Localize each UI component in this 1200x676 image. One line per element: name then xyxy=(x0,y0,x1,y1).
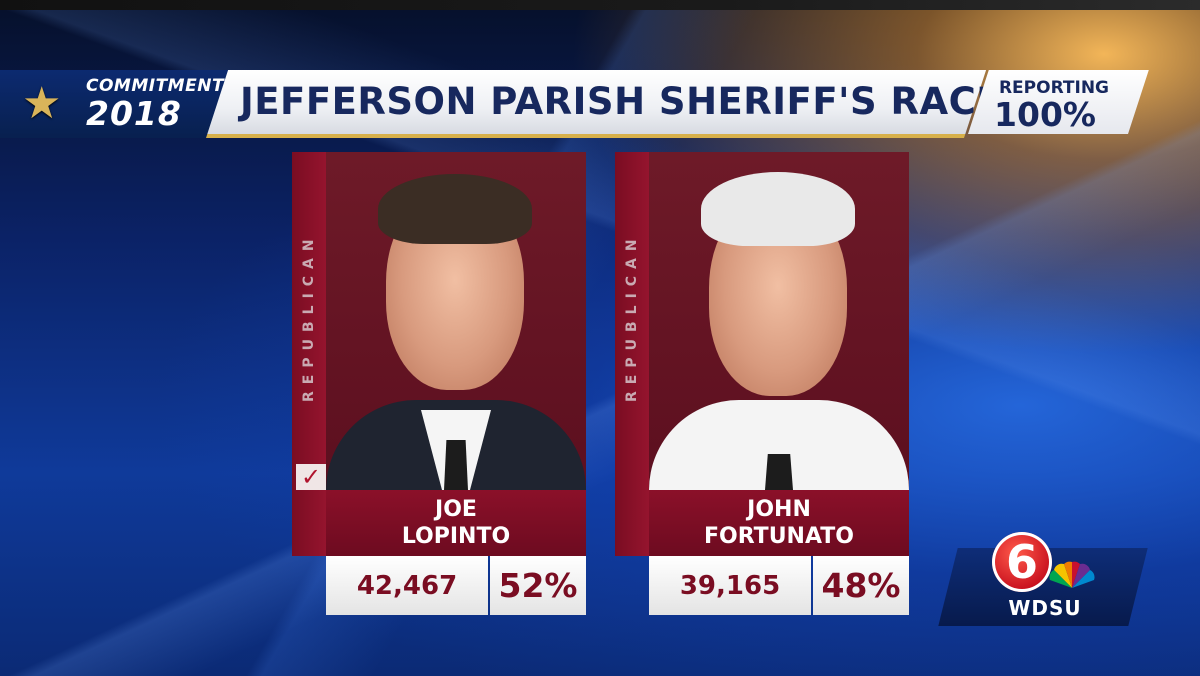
last-name: FORTUNATO xyxy=(704,524,854,549)
brand-line1: COMMITMENT xyxy=(86,76,225,96)
party-bar: REPUBLICAN xyxy=(615,152,649,556)
star-icon: ★ xyxy=(22,78,62,129)
candidate-name: JOE LOPINTO xyxy=(326,490,586,556)
winner-check-icon: ✓ xyxy=(296,464,326,490)
vote-count: 42,467 xyxy=(326,556,488,615)
party-bar: REPUBLICAN xyxy=(292,152,326,556)
candidate-name: JOHN FORTUNATO xyxy=(649,490,909,556)
party-label: REPUBLICAN xyxy=(624,232,640,402)
hair xyxy=(701,172,855,246)
station-call-sign: WDSU xyxy=(1008,596,1082,620)
candidate-photo xyxy=(649,152,909,490)
vote-percent: 52% xyxy=(490,556,586,615)
nbc-peacock-icon xyxy=(1049,561,1095,588)
hair xyxy=(378,174,532,244)
party-label: REPUBLICAN xyxy=(301,232,317,402)
reporting-value: 100% xyxy=(994,95,1096,134)
necktie xyxy=(444,440,468,490)
channel-number: 6 xyxy=(992,532,1052,592)
vote-count: 39,165 xyxy=(649,556,811,615)
first-name: JOE xyxy=(435,497,477,522)
candidate-card-fortunato: REPUBLICAN JOHN FORTUNATO 39,165 48% xyxy=(615,152,909,615)
first-name: JOHN xyxy=(747,497,811,522)
top-strip xyxy=(0,0,1200,10)
reporting-label: REPORTING xyxy=(998,78,1110,98)
last-name: LOPINTO xyxy=(401,524,511,549)
header-bar: ★ COMMITMENT 2018 JEFFERSON PARISH SHERI… xyxy=(0,70,1200,138)
candidate-photo xyxy=(326,152,586,490)
brand-line2: 2018 xyxy=(86,94,182,133)
race-title: JEFFERSON PARISH SHERIFF'S RACE xyxy=(240,80,1003,123)
vote-percent: 48% xyxy=(813,556,909,615)
commitment-logo: ★ COMMITMENT 2018 xyxy=(0,70,230,138)
bow-tie xyxy=(765,454,793,490)
candidate-card-lopinto: REPUBLICAN ✓ JOE LOPINTO 42,467 52% xyxy=(292,152,586,615)
